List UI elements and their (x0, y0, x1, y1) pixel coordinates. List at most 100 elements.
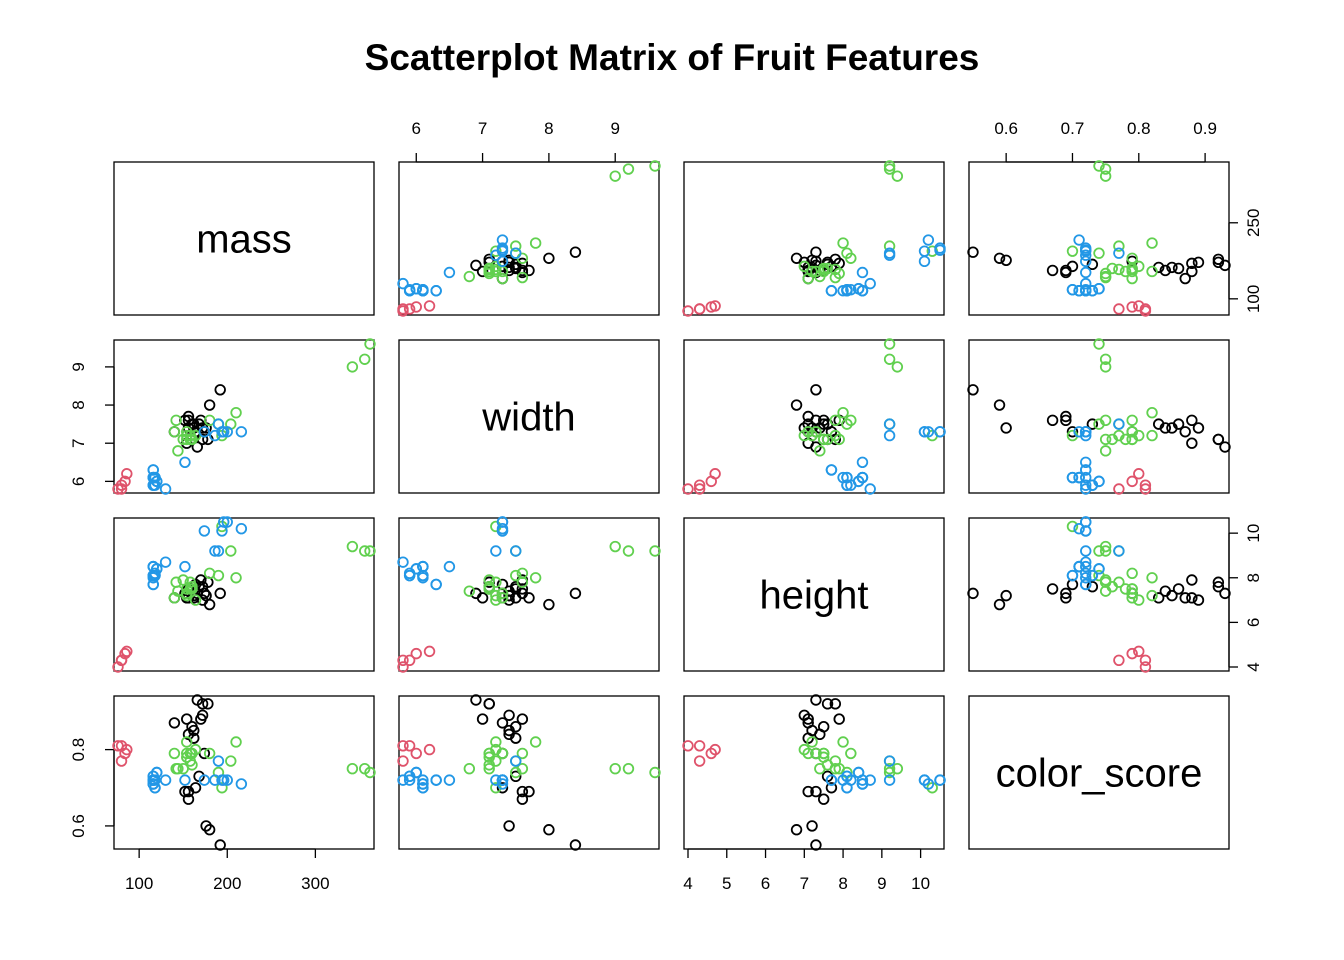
point-black (1060, 414, 1072, 427)
point-red (693, 740, 706, 752)
point-green (1119, 265, 1132, 278)
point-blue (825, 285, 838, 297)
point-blue (922, 234, 935, 246)
point-green (814, 762, 826, 775)
point-red (705, 475, 717, 488)
point-green (496, 272, 509, 285)
point-black (1060, 587, 1072, 600)
point-blue (410, 282, 422, 295)
point-black (1000, 254, 1012, 267)
point-blue (1080, 545, 1092, 557)
point-blue (1080, 249, 1092, 261)
point-blue (841, 479, 853, 491)
diag-label-color_score: color_score (996, 752, 1203, 796)
point-green (181, 433, 193, 446)
panel-height-color_score (968, 517, 1230, 672)
point-blue (159, 483, 172, 495)
point-green (490, 589, 502, 602)
point-black (967, 587, 979, 600)
point-green (516, 567, 529, 580)
point-black (1159, 264, 1172, 277)
x-tick-label-color_score: 0.9 (1193, 119, 1217, 138)
point-green (817, 265, 830, 278)
point-blue (1066, 284, 1079, 296)
point-black (569, 587, 582, 600)
point-green (1146, 589, 1158, 602)
point-green (649, 766, 661, 779)
point-green (1146, 237, 1158, 249)
point-green (817, 751, 830, 763)
point-green (609, 170, 621, 182)
point-blue (235, 778, 248, 790)
panel-height-height (683, 517, 945, 672)
point-green (829, 414, 842, 427)
point-green (463, 270, 476, 283)
point-green (1146, 572, 1158, 584)
point-green (1146, 406, 1158, 419)
point-black (196, 698, 209, 710)
point-blue (159, 774, 172, 786)
point-red (423, 743, 436, 756)
point-black (203, 399, 216, 411)
point-black (195, 574, 207, 586)
point-black (1086, 418, 1099, 430)
point-blue (883, 755, 896, 767)
point-black (510, 583, 522, 595)
point-blue (856, 471, 869, 484)
x-tick-label-height: 9 (877, 874, 886, 893)
point-red (1139, 661, 1152, 673)
point-green (806, 429, 818, 442)
point-green (181, 589, 193, 602)
point-red (397, 740, 409, 752)
point-blue (218, 516, 230, 528)
point-blue (417, 774, 429, 786)
point-green (1099, 353, 1112, 365)
point-black (814, 728, 826, 741)
point-blue (510, 545, 522, 557)
point-red (112, 483, 124, 495)
point-green (622, 163, 635, 175)
point-red (112, 661, 124, 673)
point-green (490, 594, 502, 606)
point-blue (410, 766, 422, 779)
point-black (503, 264, 515, 277)
panels: mass width height color_score 6 7 8 9 0.6 0.7 0.8 0… (69, 119, 1263, 893)
point-green (1106, 262, 1118, 275)
point-blue (496, 244, 509, 256)
point-green (798, 743, 811, 756)
y-tick-label-height: 8 (1244, 573, 1263, 582)
point-green (845, 747, 857, 760)
point-blue (1073, 285, 1085, 297)
point-green (829, 429, 842, 442)
point-green (829, 755, 842, 767)
panel-width-width (398, 339, 660, 494)
point-green (483, 762, 495, 775)
point-black (196, 580, 209, 593)
panel-color_score-color_score (968, 695, 1230, 850)
point-red (115, 740, 128, 752)
point-red (403, 303, 416, 315)
point-blue (1080, 244, 1092, 256)
point-black (182, 793, 195, 805)
point-blue (1080, 255, 1092, 268)
point-blue (159, 556, 172, 568)
point-black (802, 785, 814, 798)
point-blue (149, 479, 161, 491)
point-black (1212, 580, 1225, 593)
point-black (198, 587, 211, 600)
point-blue (510, 755, 522, 767)
point-green (203, 567, 216, 580)
point-red (115, 755, 128, 767)
point-green (1093, 545, 1105, 557)
point-green (529, 572, 542, 584)
point-black (1046, 414, 1059, 427)
point-red (1133, 468, 1145, 480)
point-black (516, 793, 529, 805)
point-green (170, 414, 182, 427)
point-green (1126, 426, 1138, 438)
point-blue (490, 545, 502, 557)
point-green (817, 433, 830, 446)
point-blue (1073, 426, 1085, 438)
point-black (503, 820, 515, 832)
point-black (802, 713, 814, 725)
